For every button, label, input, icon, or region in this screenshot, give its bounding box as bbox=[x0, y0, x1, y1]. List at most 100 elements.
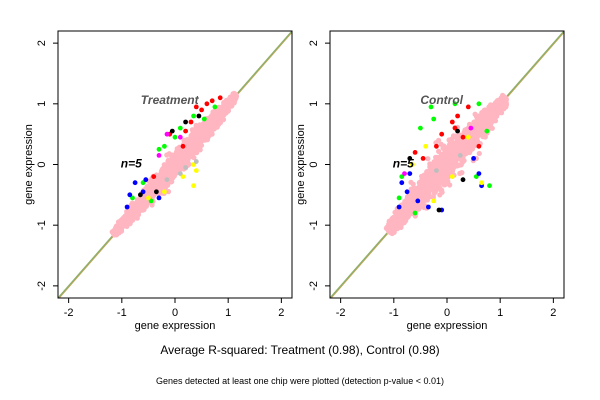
data-point bbox=[415, 198, 421, 204]
data-point bbox=[409, 189, 415, 195]
data-point bbox=[455, 128, 460, 134]
data-point bbox=[206, 128, 212, 134]
y-tick-label: 2 bbox=[36, 40, 48, 46]
data-point bbox=[412, 150, 418, 155]
data-point bbox=[482, 107, 488, 113]
data-point bbox=[396, 195, 402, 201]
data-point bbox=[411, 205, 417, 211]
data-point bbox=[183, 165, 189, 170]
data-point bbox=[435, 161, 441, 167]
data-point bbox=[162, 143, 167, 149]
data-point bbox=[164, 152, 170, 158]
data-point bbox=[183, 119, 189, 125]
data-point bbox=[177, 125, 183, 131]
data-point bbox=[129, 210, 135, 216]
data-point bbox=[202, 133, 208, 139]
data-point bbox=[484, 128, 490, 134]
data-point bbox=[209, 131, 215, 137]
data-point bbox=[449, 174, 455, 180]
data-point bbox=[181, 160, 188, 166]
data-point bbox=[404, 189, 410, 195]
data-point bbox=[391, 214, 397, 220]
data-point bbox=[437, 154, 443, 160]
data-point bbox=[457, 153, 463, 158]
data-point bbox=[465, 134, 471, 140]
point-cloud bbox=[383, 92, 510, 237]
data-point bbox=[127, 192, 133, 198]
data-point bbox=[423, 177, 429, 183]
data-point bbox=[169, 161, 175, 167]
data-point bbox=[129, 217, 135, 223]
data-point bbox=[176, 148, 183, 154]
y-axis-label: gene expression bbox=[23, 124, 35, 205]
data-point bbox=[450, 146, 456, 152]
data-point bbox=[476, 143, 482, 149]
data-point bbox=[141, 197, 147, 204]
data-point bbox=[220, 103, 226, 110]
data-point bbox=[168, 152, 174, 158]
data-point bbox=[193, 122, 199, 129]
data-point bbox=[164, 131, 170, 137]
x-tick-label: 2 bbox=[550, 307, 556, 319]
data-point bbox=[209, 113, 215, 119]
data-point bbox=[156, 146, 162, 152]
data-point bbox=[116, 222, 122, 228]
data-point bbox=[434, 143, 439, 149]
x-tick-label: 1 bbox=[225, 307, 231, 319]
data-point bbox=[143, 177, 149, 183]
data-point bbox=[401, 207, 407, 213]
y-tick-label: 0 bbox=[36, 161, 48, 167]
data-point bbox=[449, 164, 455, 170]
data-point bbox=[464, 147, 470, 153]
data-point bbox=[465, 104, 471, 110]
data-point bbox=[423, 143, 429, 149]
data-point bbox=[410, 162, 415, 167]
data-point bbox=[441, 154, 447, 160]
data-point bbox=[449, 119, 455, 125]
data-point bbox=[487, 112, 493, 118]
data-point bbox=[200, 137, 207, 143]
data-point bbox=[166, 164, 172, 170]
data-point bbox=[412, 210, 418, 216]
data-point bbox=[469, 135, 475, 141]
data-point bbox=[196, 113, 202, 119]
data-point bbox=[420, 156, 426, 161]
series-7 bbox=[156, 131, 183, 158]
data-point bbox=[438, 171, 444, 177]
y-tick-label: 0 bbox=[308, 161, 320, 167]
data-point bbox=[195, 127, 201, 133]
data-point bbox=[401, 214, 407, 220]
data-point bbox=[193, 104, 199, 110]
data-point bbox=[191, 183, 197, 189]
data-point bbox=[169, 128, 175, 134]
data-point bbox=[411, 194, 417, 200]
data-point bbox=[456, 142, 462, 148]
data-point bbox=[407, 171, 413, 177]
data-point bbox=[455, 147, 461, 153]
data-point bbox=[217, 95, 223, 101]
x-tick-label: 2 bbox=[278, 307, 284, 319]
data-point bbox=[431, 116, 437, 122]
data-point bbox=[183, 128, 189, 134]
data-point bbox=[204, 101, 210, 107]
data-point bbox=[426, 204, 431, 210]
data-point bbox=[164, 177, 170, 183]
x-tick-label: 0 bbox=[172, 307, 178, 319]
data-point bbox=[428, 104, 434, 110]
data-point bbox=[441, 175, 447, 181]
data-point bbox=[135, 202, 141, 208]
data-point bbox=[130, 195, 135, 201]
data-point bbox=[427, 169, 433, 176]
caption-main: Average R-squared: Treatment (0.98), Con… bbox=[160, 343, 440, 357]
data-point bbox=[199, 107, 205, 113]
x-axis-label: gene expression bbox=[407, 320, 488, 332]
data-point bbox=[405, 198, 411, 204]
data-point bbox=[430, 178, 436, 184]
data-point bbox=[193, 159, 199, 164]
data-point bbox=[160, 172, 166, 178]
data-point bbox=[436, 181, 442, 187]
data-point bbox=[497, 97, 503, 103]
data-point bbox=[132, 180, 138, 186]
data-point bbox=[455, 113, 460, 119]
